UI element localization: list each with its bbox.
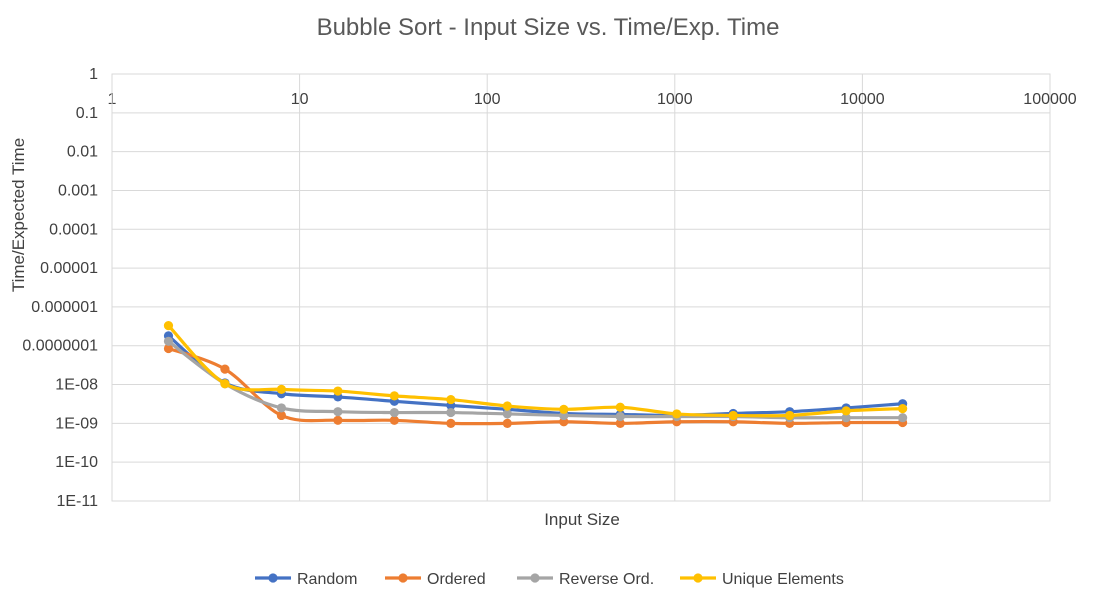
data-point-unique-elements (276, 384, 287, 394)
data-point-ordered (389, 415, 399, 425)
data-point-unique-elements (389, 391, 399, 401)
data-point-unique-elements (898, 404, 908, 414)
data-point-unique-elements (220, 379, 230, 389)
y-tick-label: 1 (89, 66, 98, 83)
y-tick-label: 0.0001 (49, 221, 98, 238)
y-tick-label: 0.001 (58, 182, 98, 199)
y-tick-label: 1E-08 (55, 377, 98, 394)
y-tick-label: 0.0000001 (22, 338, 98, 355)
data-point-unique-elements (615, 402, 625, 412)
legend-swatch-marker (268, 573, 278, 583)
data-point-reverse-ord (446, 407, 456, 418)
data-point-unique-elements (333, 386, 343, 396)
data-point-unique-elements (163, 320, 174, 331)
data-point-unique-elements (785, 410, 795, 421)
legend: Random Ordered Reverse Ord. Unique Elements (255, 571, 844, 588)
data-point-reverse-ord (163, 336, 174, 346)
data-point-ordered (163, 343, 174, 354)
x-tick-label: 10000 (840, 91, 885, 108)
data-point-unique-elements (841, 406, 851, 416)
data-point-reverse-ord (898, 413, 908, 423)
legend-label: Random (297, 571, 357, 588)
x-tick-label: 10 (291, 91, 309, 108)
x-tick-label: 100 (474, 91, 501, 108)
y-tick-label: 0.00001 (40, 260, 98, 277)
y-tick-label: 1E-10 (55, 454, 98, 471)
data-point-ordered (446, 418, 456, 428)
legend-swatch-marker (693, 573, 703, 583)
data-point-reverse-ord (502, 409, 512, 419)
data-point-ordered (220, 364, 230, 374)
series-line-unique-elements (166, 324, 905, 418)
legend-label: Ordered (427, 571, 486, 588)
x-tick-label: 1000 (657, 91, 693, 108)
data-point-unique-elements (559, 404, 569, 414)
y-tick-label: 1E-09 (55, 415, 98, 432)
plot-frame (111, 73, 1051, 502)
data-point-ordered (559, 417, 569, 427)
series-line-random (166, 334, 905, 418)
legend-swatch-marker (530, 573, 540, 583)
legend-swatch-marker (398, 573, 408, 583)
legend-item-unique-elements: Unique Elements (680, 571, 844, 588)
data-point-reverse-ord (276, 403, 287, 413)
legend-item-ordered: Ordered (385, 571, 486, 588)
series-unique-elements (163, 320, 908, 421)
y-tick-label: 0.1 (76, 105, 98, 122)
legend-item-reverse-ord: Reverse Ord. (517, 571, 654, 588)
data-point-reverse-ord (389, 407, 399, 418)
data-point-ordered (502, 418, 512, 428)
data-point-reverse-ord (615, 411, 625, 422)
data-point-ordered (276, 410, 287, 421)
legend-label: Unique Elements (722, 571, 844, 588)
data-point-unique-elements (502, 401, 512, 411)
data-point-unique-elements (446, 394, 456, 405)
x-axis-label: Input Size (544, 510, 620, 529)
data-point-reverse-ord (333, 407, 343, 417)
y-axis-label: Time/Expected Time (9, 138, 28, 292)
y-tick-label: 0.01 (67, 144, 98, 161)
data-point-reverse-ord (841, 413, 851, 423)
plot-area: 1 0.1 0.01 0.001 0.0001 0.00001 0.000001 0.0000… (22, 66, 1076, 510)
data-point-ordered (615, 418, 625, 428)
y-tick-label: 1E-11 (56, 493, 98, 510)
legend-label: Reverse Ord. (559, 571, 654, 588)
data-point-ordered (333, 415, 343, 425)
y-tick-label: 0.000001 (31, 299, 98, 316)
data-point-unique-elements (728, 410, 738, 421)
legend-item-random: Random (255, 571, 357, 588)
chart-title: Bubble Sort - Input Size vs. Time/Exp. T… (317, 14, 780, 41)
data-point-unique-elements (672, 409, 682, 419)
